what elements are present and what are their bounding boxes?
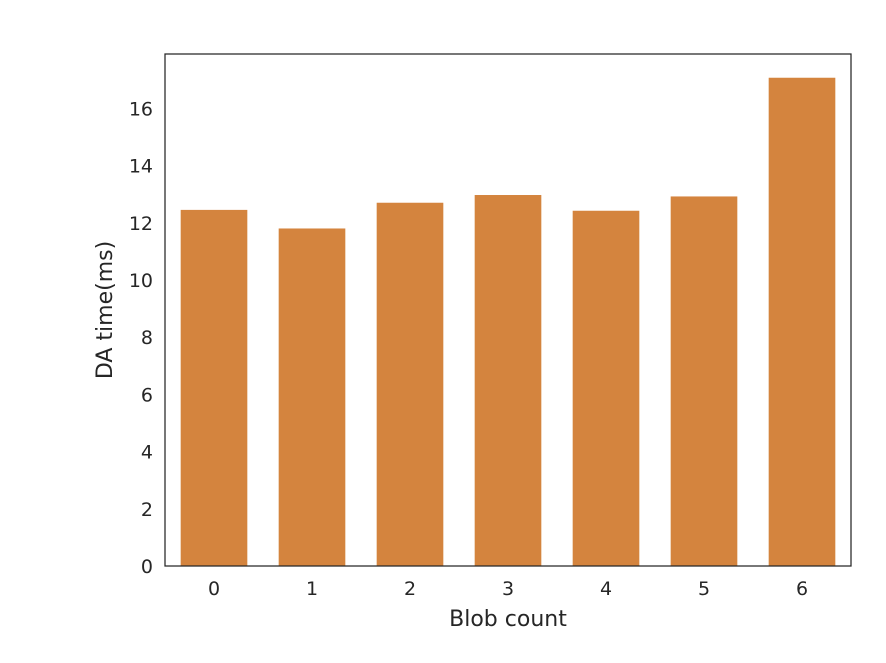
x-tick-label: 1 xyxy=(306,578,318,600)
bar-0 xyxy=(180,209,248,566)
y-tick-label: 8 xyxy=(141,327,153,349)
x-tick-label: 0 xyxy=(208,578,220,600)
x-tick-label: 3 xyxy=(502,578,514,600)
y-axis-ticks: 0 2 4 6 8 10 12 14 16 xyxy=(129,98,153,578)
y-tick-label: 4 xyxy=(141,442,153,464)
x-tick-label: 2 xyxy=(404,578,416,600)
y-tick-label: 0 xyxy=(141,556,153,578)
y-tick-label: 6 xyxy=(141,384,153,406)
x-tick-label: 5 xyxy=(698,578,710,600)
x-tick-label: 6 xyxy=(796,578,808,600)
plot-frame xyxy=(164,53,852,567)
bar-4 xyxy=(572,210,640,566)
x-axis-label: Blob count xyxy=(449,607,567,632)
bar-3 xyxy=(474,195,542,566)
bar-6 xyxy=(768,77,836,566)
bars-group xyxy=(180,77,836,566)
y-axis-label: DA time(ms) xyxy=(93,241,118,379)
y-tick-label: 16 xyxy=(129,98,153,120)
y-tick-label: 14 xyxy=(129,156,153,178)
y-tick-label: 2 xyxy=(141,499,153,521)
bar-2 xyxy=(376,202,444,566)
bar-5 xyxy=(670,196,738,566)
y-tick-label: 10 xyxy=(129,270,153,292)
bar-1 xyxy=(278,228,346,566)
x-tick-label: 4 xyxy=(600,578,612,600)
x-axis-ticks: 0 1 2 3 4 5 6 xyxy=(208,578,808,600)
y-tick-label: 12 xyxy=(129,213,153,235)
